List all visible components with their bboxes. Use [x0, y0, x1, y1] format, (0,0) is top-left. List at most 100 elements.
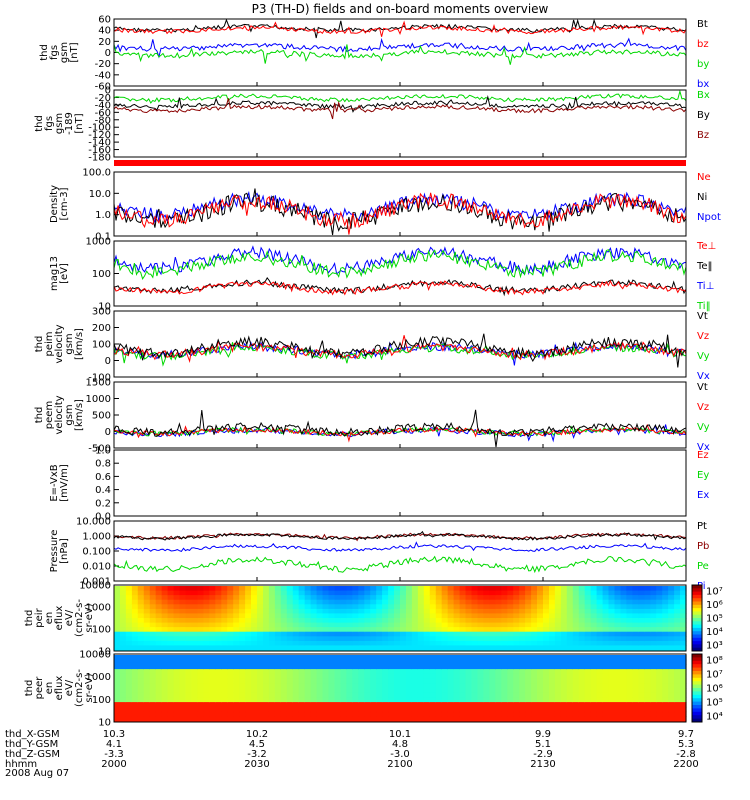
peir-cell: [453, 595, 461, 601]
peir-cell: [650, 613, 657, 619]
peer-cell: [584, 688, 592, 694]
peir-cell: [447, 599, 455, 605]
peir-cell: [483, 618, 490, 624]
peer-cell: [543, 692, 550, 698]
peir-cell: [191, 608, 199, 615]
peir-cell: [304, 613, 312, 619]
peir-cell: [543, 599, 550, 605]
peer-cell: [197, 692, 204, 698]
peer-cell: [179, 706, 187, 713]
peer-cell: [257, 683, 264, 689]
peer-cell: [662, 697, 669, 703]
peer-cell: [298, 688, 306, 694]
peir-cell: [596, 636, 604, 642]
peer-cell: [203, 688, 210, 694]
peer-cell: [334, 692, 342, 698]
peir-cell: [608, 608, 616, 615]
peir-cell: [215, 627, 222, 633]
peer-cell: [239, 688, 246, 694]
peir-cell: [602, 590, 610, 596]
peer-cell: [382, 664, 389, 670]
peir-cell: [501, 627, 508, 633]
panel-peer: 10000100010010thdpeerenefluxeV/(cm2-s-sr…: [24, 650, 723, 729]
y-tick-label: 0.010: [82, 562, 111, 573]
peer-cell: [423, 697, 431, 703]
peer-cell: [471, 692, 479, 698]
trace-Vy: [113, 342, 687, 367]
peer-cell: [227, 659, 234, 665]
peer-cell: [298, 664, 306, 670]
peir-cell: [477, 586, 485, 592]
peer-cell: [131, 706, 139, 713]
peer-cell: [215, 716, 222, 722]
peer-cell: [310, 655, 318, 661]
peer-cell: [137, 697, 145, 703]
peir-cell: [120, 613, 127, 619]
peir-cell: [453, 622, 461, 628]
peir-cell: [245, 604, 252, 610]
peer-cell: [245, 655, 252, 661]
peer-cell: [501, 669, 508, 675]
peer-cell: [191, 678, 199, 684]
peer-cell: [411, 664, 419, 670]
peir-cell: [114, 590, 121, 596]
peir-cell: [537, 636, 544, 642]
peir-cell: [465, 640, 473, 647]
peer-cell: [120, 706, 127, 713]
peer-cell: [155, 678, 163, 684]
peer-cell: [239, 711, 246, 717]
peer-cell: [656, 706, 663, 713]
peer-cell: [638, 678, 645, 684]
peer-cell: [286, 678, 294, 684]
peer-cell: [543, 678, 550, 684]
peir-cell: [602, 586, 610, 592]
peir-cell: [465, 636, 473, 642]
peer-cell: [191, 673, 199, 680]
peer-cell: [489, 711, 496, 717]
peir-cell: [352, 645, 359, 651]
peir-cell: [268, 631, 276, 637]
colorbar-label: 10⁶: [706, 684, 723, 695]
peer-cell: [161, 692, 169, 698]
peer-cell: [429, 669, 437, 675]
peir-cell: [346, 590, 353, 596]
peer-cell: [519, 688, 526, 694]
peir-cell: [239, 599, 246, 605]
peir-cell: [185, 586, 193, 592]
peir-cell: [149, 604, 157, 610]
peir-cell: [239, 618, 246, 624]
peer-cell: [137, 702, 145, 708]
peer-cell: [280, 711, 288, 717]
peer-cell: [501, 692, 508, 698]
peer-cell: [131, 683, 139, 689]
peir-cell: [590, 595, 598, 601]
peer-cell: [370, 692, 377, 698]
peir-cell: [566, 631, 574, 637]
peer-cell: [394, 659, 401, 665]
y-tick-label: -160: [88, 145, 111, 156]
peer-cell: [120, 692, 127, 698]
peir-cell: [286, 586, 294, 592]
y-axis-label-line: gsm: [59, 42, 70, 63]
y-tick-label: -180: [88, 153, 111, 164]
y-tick-label: 500: [92, 411, 111, 422]
peer-cell: [221, 673, 228, 680]
y-axis-label: mag13[eV]: [49, 256, 70, 291]
peer-cell: [608, 664, 616, 670]
peir-cell: [203, 599, 210, 605]
peir-cell: [268, 645, 276, 651]
peer-cell: [346, 655, 353, 661]
peer-cell: [483, 683, 490, 689]
peer-cell: [483, 659, 490, 665]
trace-Pi: [113, 541, 687, 552]
peer-cell: [352, 706, 359, 713]
peir-cell: [203, 627, 210, 633]
y-axis-label-line: Pressure: [49, 530, 60, 573]
y-tick-label: 40: [98, 26, 111, 37]
peer-cell: [340, 697, 347, 703]
peer-cell: [394, 697, 401, 703]
peir-cell: [507, 599, 514, 605]
peer-cell: [370, 706, 377, 713]
peer-cell: [280, 678, 288, 684]
peer-cell: [644, 697, 651, 703]
